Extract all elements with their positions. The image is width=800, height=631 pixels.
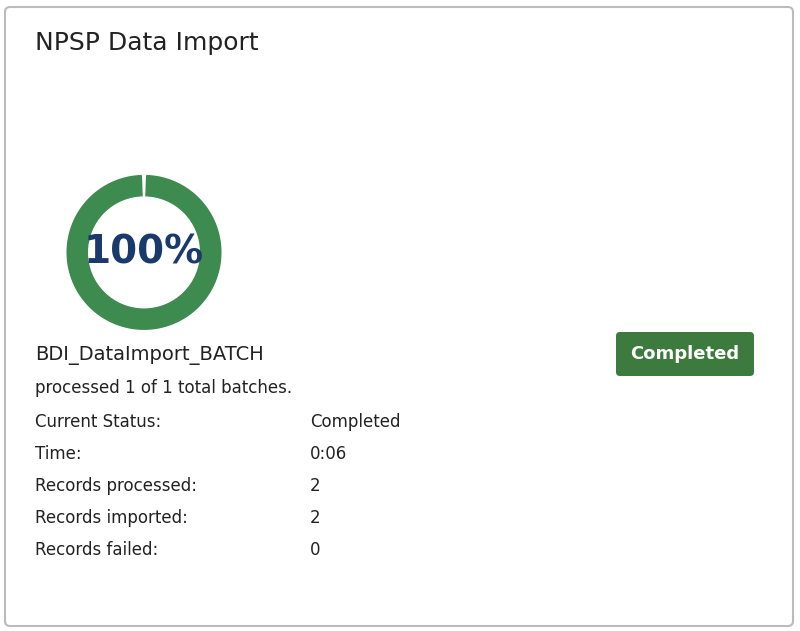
- Text: BDI_DataImport_BATCH: BDI_DataImport_BATCH: [35, 346, 264, 365]
- Text: Records failed:: Records failed:: [35, 541, 158, 559]
- Text: 0:06: 0:06: [310, 445, 347, 463]
- Text: 100%: 100%: [84, 233, 204, 271]
- FancyBboxPatch shape: [616, 332, 754, 376]
- Text: 0: 0: [310, 541, 321, 559]
- Text: 2: 2: [310, 509, 321, 527]
- Text: processed 1 of 1 total batches.: processed 1 of 1 total batches.: [35, 379, 292, 397]
- Text: Time:: Time:: [35, 445, 82, 463]
- Circle shape: [89, 197, 199, 308]
- Text: Completed: Completed: [630, 345, 739, 363]
- Text: 2: 2: [310, 477, 321, 495]
- Text: NPSP Data Import: NPSP Data Import: [35, 31, 258, 55]
- FancyBboxPatch shape: [5, 7, 793, 626]
- Text: Current Status:: Current Status:: [35, 413, 162, 431]
- Text: Records imported:: Records imported:: [35, 509, 188, 527]
- Text: Completed: Completed: [310, 413, 401, 431]
- Polygon shape: [67, 175, 221, 329]
- Text: Records processed:: Records processed:: [35, 477, 197, 495]
